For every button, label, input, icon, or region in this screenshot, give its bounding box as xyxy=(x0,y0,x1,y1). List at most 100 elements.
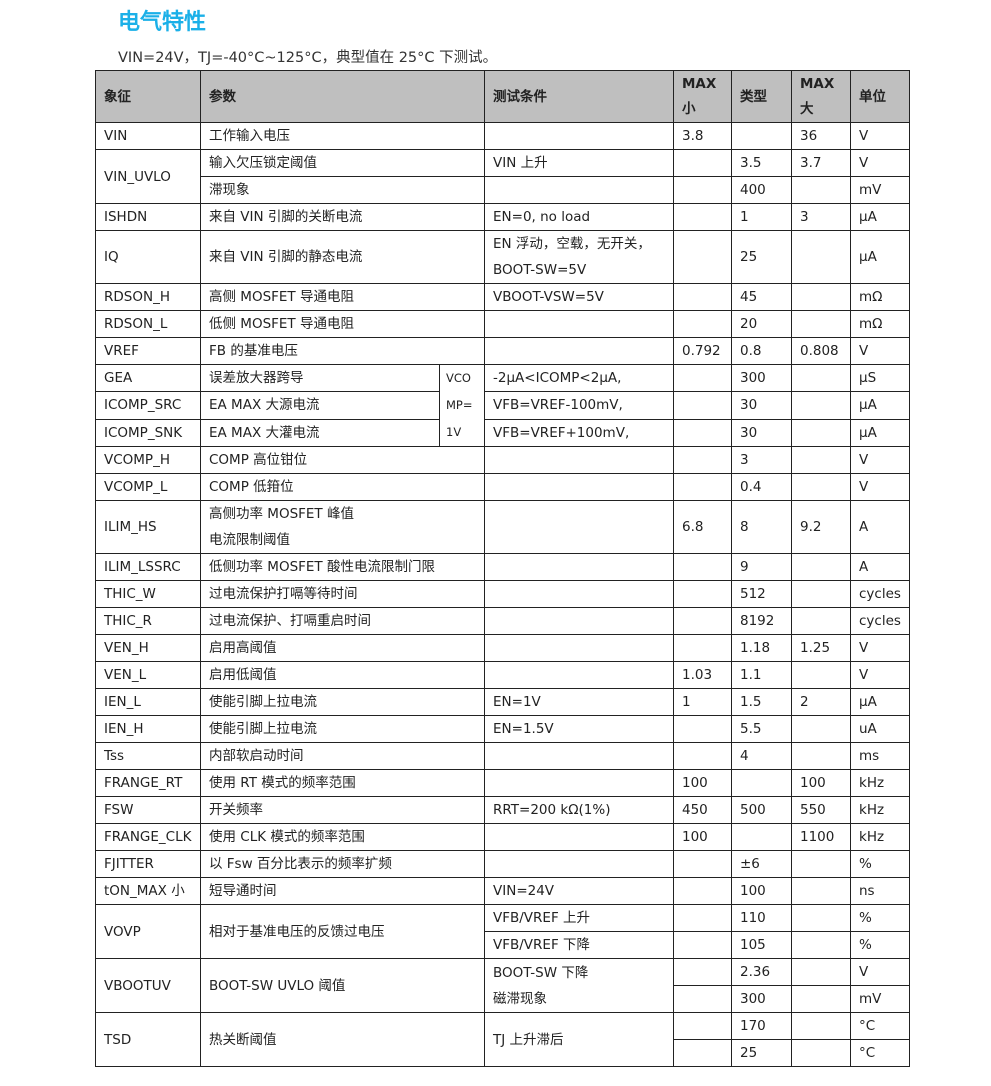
table-row: RDSON_L 低侧 MOSFET 导通电阻 20 mΩ xyxy=(95,310,910,338)
unit-cell: mΩ xyxy=(850,283,910,311)
max-value-cell xyxy=(791,1039,851,1067)
max-value-cell xyxy=(791,418,851,448)
unit-cell: V xyxy=(850,122,910,150)
symbol-cell: GEA xyxy=(95,363,201,393)
symbol-cell: IEN_H xyxy=(95,715,201,743)
unit-cell: mV xyxy=(850,985,910,1013)
unit-cell: kHz xyxy=(850,769,910,797)
max-value-cell xyxy=(791,473,851,501)
min-value-cell: 450 xyxy=(673,796,732,824)
typ-value-cell xyxy=(731,122,792,150)
unit-cell: °C xyxy=(850,1039,910,1067)
test-condition-cell: VFB=VREF-100mV, xyxy=(484,391,674,420)
max-value-cell xyxy=(791,931,851,959)
header-typ: 类型 xyxy=(731,70,792,123)
table-row: tON_MAX 小短导通时间 VIN=24V 100 ns xyxy=(95,877,910,905)
test-condition-cell: EN 浮动，空载，无开关， BOOT-SW=5V xyxy=(484,230,674,284)
typ-value-cell: 1.1 xyxy=(731,661,792,689)
typ-value-cell: 8 xyxy=(731,500,792,554)
table-row: IEN_L 使能引脚上拉电流 EN=1V 1 1.5 2 µA xyxy=(95,688,910,716)
unit-cell: µA xyxy=(850,203,910,231)
max-value-cell xyxy=(791,661,851,689)
test-condition-cell xyxy=(484,473,674,501)
symbol-cell: RDSON_H xyxy=(95,283,201,311)
max-value-cell: 9.2 xyxy=(791,500,851,554)
min-value-cell: 1.03 xyxy=(673,661,732,689)
min-value-cell xyxy=(673,310,732,338)
unit-cell: ms xyxy=(850,742,910,770)
min-value-cell xyxy=(673,418,732,448)
max-value-cell xyxy=(791,283,851,311)
max-value-cell xyxy=(791,904,851,932)
parameter-cell: 开关频率 xyxy=(200,796,485,824)
parameter-cell: 使能引脚上拉电流 xyxy=(200,688,485,716)
table-row: ICOMP_SNK EA MAX 大灌电流 VFB=VREF+100mV, 30 µA xyxy=(95,418,910,448)
symbol-cell: VEN_H xyxy=(95,634,201,662)
table-row: FJITTER 以 Fsw 百分比表示的频率扩频 ±6% xyxy=(95,850,910,878)
max-value-cell: 2 xyxy=(791,688,851,716)
parameter-cell: 高侧 MOSFET 导通电阻 xyxy=(200,283,485,311)
max-value-cell xyxy=(791,446,851,474)
table-row: ICOMP_SRC EA MAX 大源电流 VFB=VREF-100mV, 30 µA xyxy=(95,391,910,420)
test-condition-cell: VFB=VREF+100mV, xyxy=(484,418,674,448)
table-row: VCOMP_L COMP 低箝位 0.4 V xyxy=(95,473,910,501)
min-value-cell xyxy=(673,607,732,635)
max-value-cell: 36 xyxy=(791,122,851,150)
table-row: IQ 来自 VIN 引脚的静态电流 EN 浮动，空载，无开关， BOOT-SW=5V… xyxy=(95,230,910,284)
table-row: VIN 工作输入电压 3.8 36 V xyxy=(95,122,910,150)
test-condition-cell xyxy=(484,607,674,635)
symbol-cell: FRANGE_CLK xyxy=(95,823,201,851)
symbol-cell: VREF xyxy=(95,337,201,365)
parameter-cell: 来自 VIN 引脚的静态电流 xyxy=(200,230,485,284)
typ-value-cell: 30 xyxy=(731,391,792,420)
max-value-cell xyxy=(791,391,851,420)
symbol-cell: FJITTER xyxy=(95,850,201,878)
unit-cell: % xyxy=(850,904,910,932)
max-value-cell xyxy=(791,553,851,581)
parameter-cell: 误差放大器跨导 xyxy=(200,363,440,393)
min-value-cell xyxy=(673,473,732,501)
symbol-cell: FSW xyxy=(95,796,201,824)
unit-cell: V xyxy=(850,958,910,986)
parameter-cell: 使能引脚上拉电流 xyxy=(200,715,485,743)
typ-value-cell: 1.5 xyxy=(731,688,792,716)
test-condition-cell: TJ 上升滞后 xyxy=(484,1012,674,1067)
test-condition-cell: BOOT-SW 下降 磁滞现象 xyxy=(484,958,674,1013)
test-condition-cell: RRT=200 kΩ(1%) xyxy=(484,796,674,824)
parameter-cell: 来自 VIN 引脚的关断电流 xyxy=(200,203,485,231)
parameter-cell: EA MAX 大源电流 xyxy=(200,391,440,420)
min-value-cell xyxy=(673,176,732,204)
max-value-cell xyxy=(791,850,851,878)
typ-value-cell: 500 xyxy=(731,796,792,824)
test-condition-cell: VBOOT-VSW=5V xyxy=(484,283,674,311)
table-row: FRANGE_CLK 使用 CLK 模式的频率范围 100 1100 kHz xyxy=(95,823,910,851)
min-value-cell xyxy=(673,1012,732,1040)
unit-cell: cycles xyxy=(850,607,910,635)
symbol-cell: THIC_R xyxy=(95,607,201,635)
table-row: THIC_W 过电流保护打嗝等待时间 512 cycles xyxy=(95,580,910,608)
test-conditions-note: VIN=24V，TJ=-40°C~125°C，典型值在 25°C 下测试。 xyxy=(118,50,498,66)
min-value-cell: 1 xyxy=(673,688,732,716)
electrical-characteristics-table: 象征 参数 测试条件 MAX 小 类型 MAX 大 单位 VIN 工作输入电压 3.… xyxy=(95,70,910,1067)
parameter-cell: COMP 低箝位 xyxy=(200,473,485,501)
test-condition-cell xyxy=(484,500,674,554)
min-value-cell xyxy=(673,715,732,743)
test-condition-cell: VFB/VREF 下降 xyxy=(484,931,674,959)
test-condition-cell xyxy=(484,769,674,797)
table-row: VEN_H 启用高阈值 1.18 1.25 V xyxy=(95,634,910,662)
test-condition-cell xyxy=(484,122,674,150)
parameter-cell: 高侧功率 MOSFET 峰值 电流限制阈值 xyxy=(200,500,485,554)
unit-cell: ns xyxy=(850,877,910,905)
test-condition-cell xyxy=(484,337,674,365)
symbol-cell: RDSON_L xyxy=(95,310,201,338)
max-value-cell xyxy=(791,958,851,986)
max-value-cell xyxy=(791,363,851,393)
unit-cell: uA xyxy=(850,715,910,743)
max-value-cell xyxy=(791,985,851,1013)
symbol-cell: ISHDN xyxy=(95,203,201,231)
table-row: THIC_R 过电流保护、打嗝重启时间 8192 cycles xyxy=(95,607,910,635)
header-unit: 单位 xyxy=(850,70,910,123)
max-value-cell xyxy=(791,1012,851,1040)
unit-cell: µA xyxy=(850,230,910,284)
unit-cell: V xyxy=(850,149,910,177)
